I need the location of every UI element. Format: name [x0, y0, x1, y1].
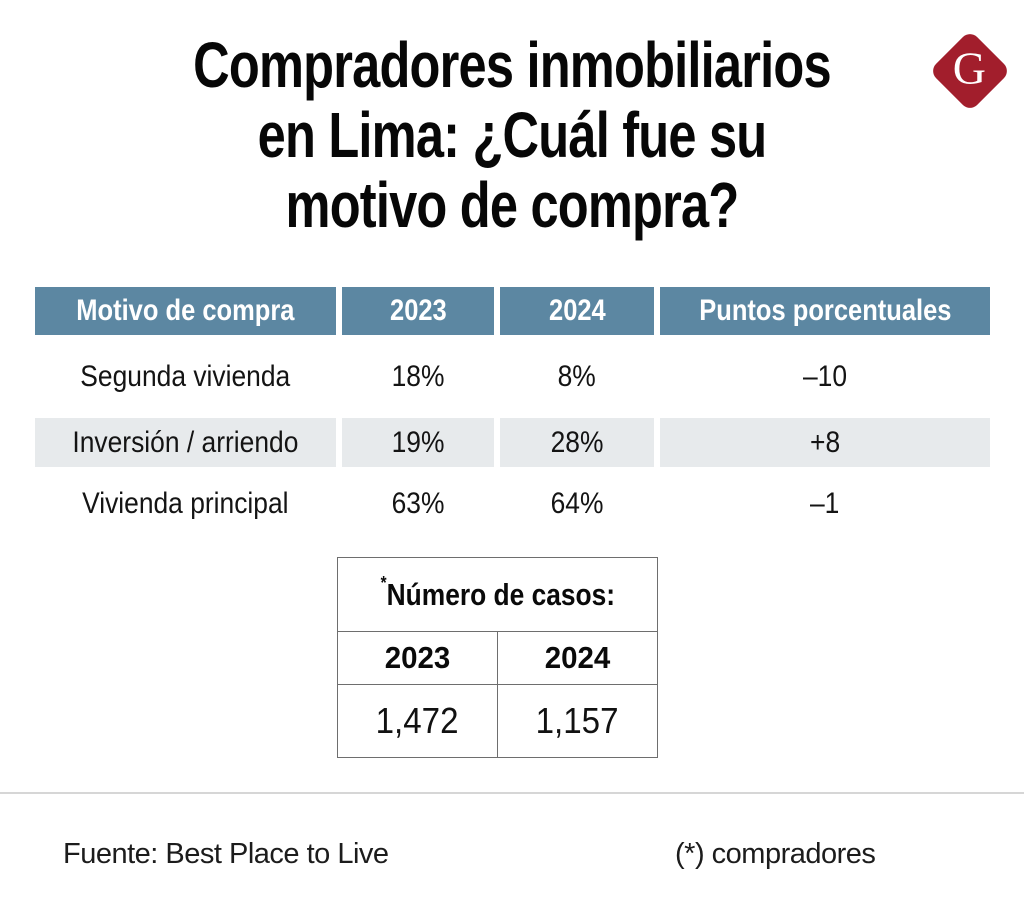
cases-value-2024: 1,157: [497, 685, 657, 757]
table-row-3-2023: 63%: [391, 486, 445, 520]
cases-table-title: *Número de casos:: [338, 558, 657, 632]
footnote-asterisk: *: [380, 573, 387, 594]
table-row-1-motivo: Segunda vivienda: [80, 359, 291, 393]
table-row-1-2023: 18%: [391, 359, 445, 393]
cases-year-2024: 2024: [497, 632, 657, 685]
cases-value-2023: 1,472: [376, 700, 459, 741]
column-header-2023: 2023: [342, 287, 494, 335]
cases-value-row: 1,472 1,157: [338, 685, 657, 757]
cases-title-text: Número de casos:: [386, 576, 615, 612]
title-line-2: en Lima: ¿Cuál fue su: [257, 99, 768, 171]
title-line-3: motivo de compra?: [285, 169, 740, 241]
source-text: Fuente: Best Place to Live: [63, 838, 389, 870]
table-row-1-puntos: –10: [802, 359, 848, 393]
table-row-3-2024: 64%: [550, 486, 604, 520]
column-header-puntos: Puntos porcentuales: [660, 287, 990, 335]
table-row-2-puntos: +8: [660, 418, 990, 467]
table-row-3-puntos: –1: [810, 486, 840, 520]
table-row-1-2024: 8%: [557, 359, 597, 393]
table-row-2-2023: 19%: [342, 418, 494, 467]
page-title: Compradores inmobiliarios en Lima: ¿Cuál…: [108, 30, 917, 240]
gestion-diamond-logo-icon: G: [928, 29, 1012, 113]
footnote-text: (*) compradores: [675, 838, 876, 870]
title-line-1: Compradores inmobiliarios: [193, 29, 831, 101]
cases-table: *Número de casos: 2023 2024 1,472 1,157: [337, 557, 658, 758]
table-row-2-2024: 28%: [500, 418, 654, 467]
table-row-3-motivo: Vivienda principal: [82, 486, 289, 520]
column-header-2024: 2024: [500, 287, 654, 335]
logo-letter: G: [953, 42, 987, 94]
table-row-2-motivo: Inversión / arriendo: [35, 418, 336, 467]
cases-year-row: 2023 2024: [338, 632, 657, 685]
motives-table: Motivo de compra 2023 2024 Puntos porcen…: [35, 287, 990, 540]
footer-divider: [0, 792, 1024, 794]
column-header-motivo: Motivo de compra: [35, 287, 336, 335]
cases-year-2023: 2023: [338, 632, 497, 685]
